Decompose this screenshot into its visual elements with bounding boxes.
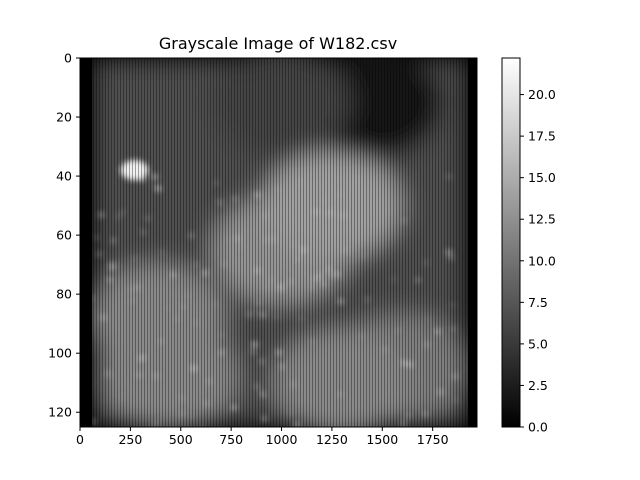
colorbar-tick-label: 2.5 bbox=[528, 378, 548, 393]
colorbar-tick-label: 17.5 bbox=[528, 129, 556, 144]
x-tick-label: 1000 bbox=[266, 432, 298, 447]
x-tick-label: 1750 bbox=[417, 432, 449, 447]
y-tick-label: 60 bbox=[56, 228, 72, 243]
colorbar-tick-label: 7.5 bbox=[528, 295, 548, 310]
y-tick-label: 0 bbox=[64, 51, 72, 66]
x-tick-label: 1250 bbox=[316, 432, 348, 447]
y-tick-label: 100 bbox=[48, 346, 72, 361]
colorbar-tick-label: 5.0 bbox=[528, 336, 548, 351]
x-tick-label: 0 bbox=[76, 432, 84, 447]
x-tick-label: 250 bbox=[118, 432, 142, 447]
heatmap-image bbox=[80, 58, 477, 427]
colorbar-gradient bbox=[501, 57, 521, 428]
y-tick-label: 20 bbox=[56, 110, 72, 125]
x-tick-label: 750 bbox=[219, 432, 243, 447]
x-tick-label: 500 bbox=[169, 432, 193, 447]
image-left-edge bbox=[80, 58, 93, 427]
y-axis: 0 20 40 60 80 100 120 bbox=[48, 51, 80, 420]
y-tick-label: 120 bbox=[48, 405, 72, 420]
x-tick-label: 1500 bbox=[366, 432, 398, 447]
y-tick-label: 80 bbox=[56, 287, 72, 302]
x-axis: 0 250 500 750 1000 1250 1500 1750 bbox=[76, 427, 449, 447]
image-right-edge bbox=[467, 58, 477, 427]
y-tick-label: 40 bbox=[56, 169, 72, 184]
colorbar-tick-label: 20.0 bbox=[528, 87, 556, 102]
chart-title: Grayscale Image of W182.csv bbox=[159, 34, 397, 53]
colorbar: 0.0 2.5 5.0 7.5 10.0 12.5 15.0 17.5 20.0 bbox=[501, 57, 556, 435]
colorbar-tick-label: 15.0 bbox=[528, 170, 556, 185]
colorbar-tick-label: 12.5 bbox=[528, 212, 556, 227]
colorbar-tick-label: 0.0 bbox=[528, 420, 548, 435]
plot-frame bbox=[79, 57, 478, 428]
colorbar-tick-label: 10.0 bbox=[528, 253, 556, 268]
